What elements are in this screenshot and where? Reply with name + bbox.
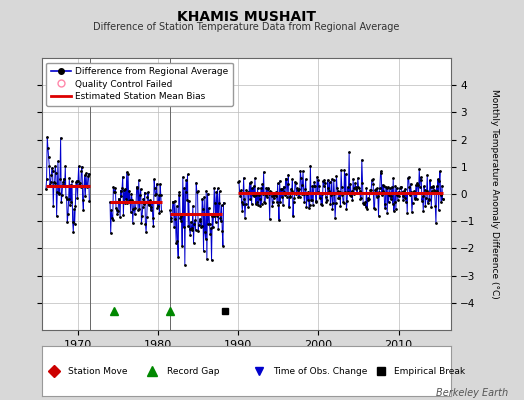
Y-axis label: Monthly Temperature Anomaly Difference (°C): Monthly Temperature Anomaly Difference (… xyxy=(489,89,499,299)
Text: Berkeley Earth: Berkeley Earth xyxy=(436,388,508,398)
Legend: Difference from Regional Average, Quality Control Failed, Estimated Station Mean: Difference from Regional Average, Qualit… xyxy=(47,62,233,106)
Text: Empirical Break: Empirical Break xyxy=(394,366,465,376)
Text: Station Move: Station Move xyxy=(69,366,128,376)
Text: Difference of Station Temperature Data from Regional Average: Difference of Station Temperature Data f… xyxy=(93,22,399,32)
Text: Record Gap: Record Gap xyxy=(167,366,219,376)
Text: Time of Obs. Change: Time of Obs. Change xyxy=(273,366,367,376)
Text: KHAMIS MUSHAIT: KHAMIS MUSHAIT xyxy=(177,10,316,24)
